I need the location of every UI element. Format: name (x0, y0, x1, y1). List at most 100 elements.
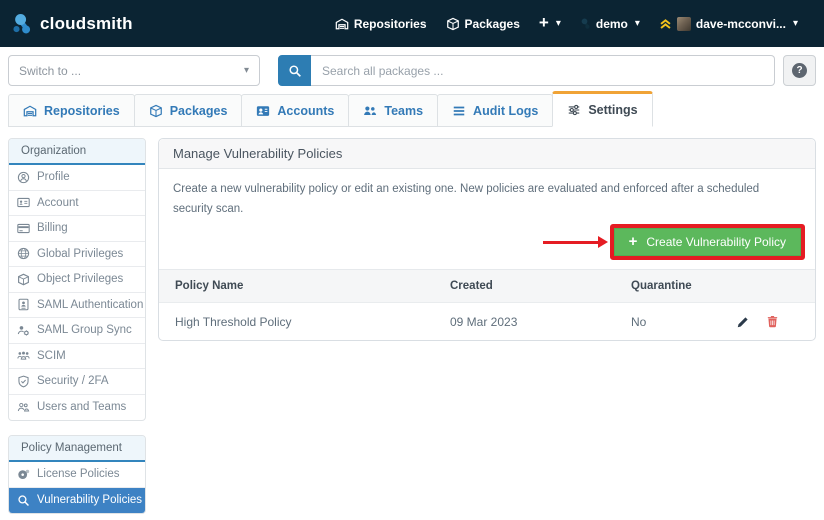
sidebar-section-title: Policy Management (9, 436, 145, 462)
id-card-icon (17, 196, 30, 209)
search-button[interactable] (278, 55, 311, 86)
repositories-icon (23, 104, 37, 118)
switch-to-placeholder: Switch to ... (19, 63, 82, 78)
sidebar-item-label: Object Privileges (37, 273, 124, 286)
tab-packages[interactable]: Packages (133, 94, 243, 127)
sidebar-item-profile[interactable]: Profile (9, 165, 145, 191)
accounts-icon (256, 104, 270, 118)
delete-trash-icon[interactable] (766, 315, 779, 328)
chevron-down-icon: ▾ (634, 18, 640, 29)
sidebar-item-billing[interactable]: Billing (9, 216, 145, 242)
org-mark-icon (580, 18, 591, 29)
cell-actions (726, 315, 815, 329)
panel-title: Manage Vulnerability Policies (159, 139, 815, 169)
group-sync-icon (17, 324, 30, 337)
edit-pencil-icon[interactable] (736, 315, 750, 329)
table-row: High Threshold Policy 09 Mar 2023 No (159, 302, 815, 341)
tab-label: Audit Logs (473, 103, 539, 118)
settings-sliders-icon (567, 103, 581, 117)
sidebar-item-label: Profile (37, 171, 70, 184)
nav-repositories-label: Repositories (353, 16, 427, 31)
sidebar-item-scim[interactable]: SCIM (9, 344, 145, 369)
sidebar-item-label: License Policies (37, 468, 120, 481)
nav-user-label: dave-mcconvi... (695, 16, 786, 31)
cell-policy-name: High Threshold Policy (175, 314, 292, 329)
column-header-quarantine: Quarantine (631, 280, 692, 293)
sidebar-item-label: Global Privileges (37, 247, 124, 260)
navbar-right: Repositories Packages + ▾ demo ▾ (335, 13, 798, 32)
chevron-down-icon: ▾ (555, 18, 561, 29)
search-row: Switch to ... ▾ ? (8, 55, 816, 86)
chevron-down-icon: ▾ (792, 18, 798, 29)
credit-card-icon (17, 222, 30, 235)
cell-created: 09 Mar 2023 (450, 314, 518, 329)
create-button-row: + Create Vulnerability Policy (159, 221, 815, 269)
badge-icon (17, 298, 30, 311)
tab-settings[interactable]: Settings (552, 91, 653, 127)
packages-icon (149, 104, 163, 118)
premium-chevrons-icon (659, 17, 672, 30)
audit-logs-icon (452, 104, 466, 118)
sidebar-item-label: Account (37, 196, 79, 209)
sidebar-item-label: SCIM (37, 349, 66, 362)
top-navbar: cloudsmith Repositories Packages + ▾ (0, 0, 824, 47)
tab-label: Repositories (44, 103, 120, 118)
sidebar-item-license-policies[interactable]: License Policies (9, 462, 145, 488)
brand-name: cloudsmith (40, 13, 133, 33)
nav-packages-label: Packages (464, 16, 520, 31)
policies-table-header: Policy Name Created Quarantine (159, 269, 815, 303)
search-group (278, 55, 775, 86)
user-avatar (676, 16, 691, 31)
sidebar-item-account[interactable]: Account (9, 191, 145, 216)
chevron-down-icon: ▾ (243, 65, 249, 76)
group-icon (17, 349, 30, 362)
tab-audit-logs[interactable]: Audit Logs (437, 94, 554, 127)
plus-icon: + (538, 13, 549, 32)
column-header-created: Created (450, 280, 493, 293)
sidebar-item-saml-group-sync[interactable]: SAML Group Sync (9, 318, 145, 344)
sidebar-item-label: Security / 2FA (37, 375, 109, 388)
help-button[interactable]: ? (783, 55, 816, 86)
tab-bar: Repositories Packages Accounts Teams Aud… (8, 91, 653, 127)
nav-org-label: demo (595, 16, 628, 31)
sidebar-policy-management-section: Policy Management License Policies Vulne… (8, 435, 146, 514)
teams-icon (363, 104, 377, 118)
sidebar-item-vulnerability-policies[interactable]: Vulnerability Policies (9, 487, 145, 513)
packages-icon (446, 17, 460, 31)
package-icon (17, 273, 30, 286)
sidebar-item-label: Billing (37, 222, 68, 235)
sidebar-item-global-privileges[interactable]: Global Privileges (9, 242, 145, 267)
create-vulnerability-policy-button[interactable]: + Create Vulnerability Policy (613, 228, 801, 257)
nav-repositories[interactable]: Repositories (335, 17, 427, 31)
annotation-highlight-box: + Create Vulnerability Policy (609, 224, 805, 261)
sidebar-section-title: Organization (9, 139, 145, 165)
profile-icon (17, 171, 30, 184)
sidebar-item-label: SAML Authentication (37, 298, 144, 311)
column-header-policy-name: Policy Name (175, 280, 244, 293)
tab-repositories[interactable]: Repositories (8, 94, 135, 127)
people-icon (17, 401, 30, 414)
switch-to-select[interactable]: Switch to ... ▾ (8, 55, 260, 86)
tab-accounts[interactable]: Accounts (241, 94, 350, 127)
nav-user-menu[interactable]: dave-mcconvi... ▾ (659, 16, 798, 31)
annotation-arrow (542, 235, 608, 248)
cloudsmith-logo[interactable]: cloudsmith (12, 13, 133, 34)
repositories-icon (335, 17, 349, 31)
sidebar-item-label: Users and Teams (37, 401, 127, 414)
nav-create-menu[interactable]: + ▾ (538, 13, 561, 32)
tab-teams[interactable]: Teams (348, 94, 439, 127)
sidebar-item-object-privileges[interactable]: Object Privileges (9, 267, 145, 293)
nav-packages[interactable]: Packages (446, 17, 520, 31)
search-input[interactable] (311, 55, 775, 86)
panel-description: Create a new vulnerability policy or edi… (173, 183, 760, 216)
search-icon (288, 64, 302, 78)
globe-icon (17, 247, 30, 260)
sidebar-item-saml-authentication[interactable]: SAML Authentication (9, 293, 145, 318)
cloudsmith-mark-icon (12, 13, 33, 34)
license-icon (17, 468, 30, 481)
sidebar-organization-section: Organization Profile Account Billing Glo… (8, 138, 146, 421)
nav-org-menu[interactable]: demo ▾ (580, 17, 640, 31)
create-button-label: Create Vulnerability Policy (646, 235, 786, 250)
sidebar-item-security-2fa[interactable]: Security / 2FA (9, 369, 145, 395)
sidebar-item-users-and-teams[interactable]: Users and Teams (9, 395, 145, 421)
